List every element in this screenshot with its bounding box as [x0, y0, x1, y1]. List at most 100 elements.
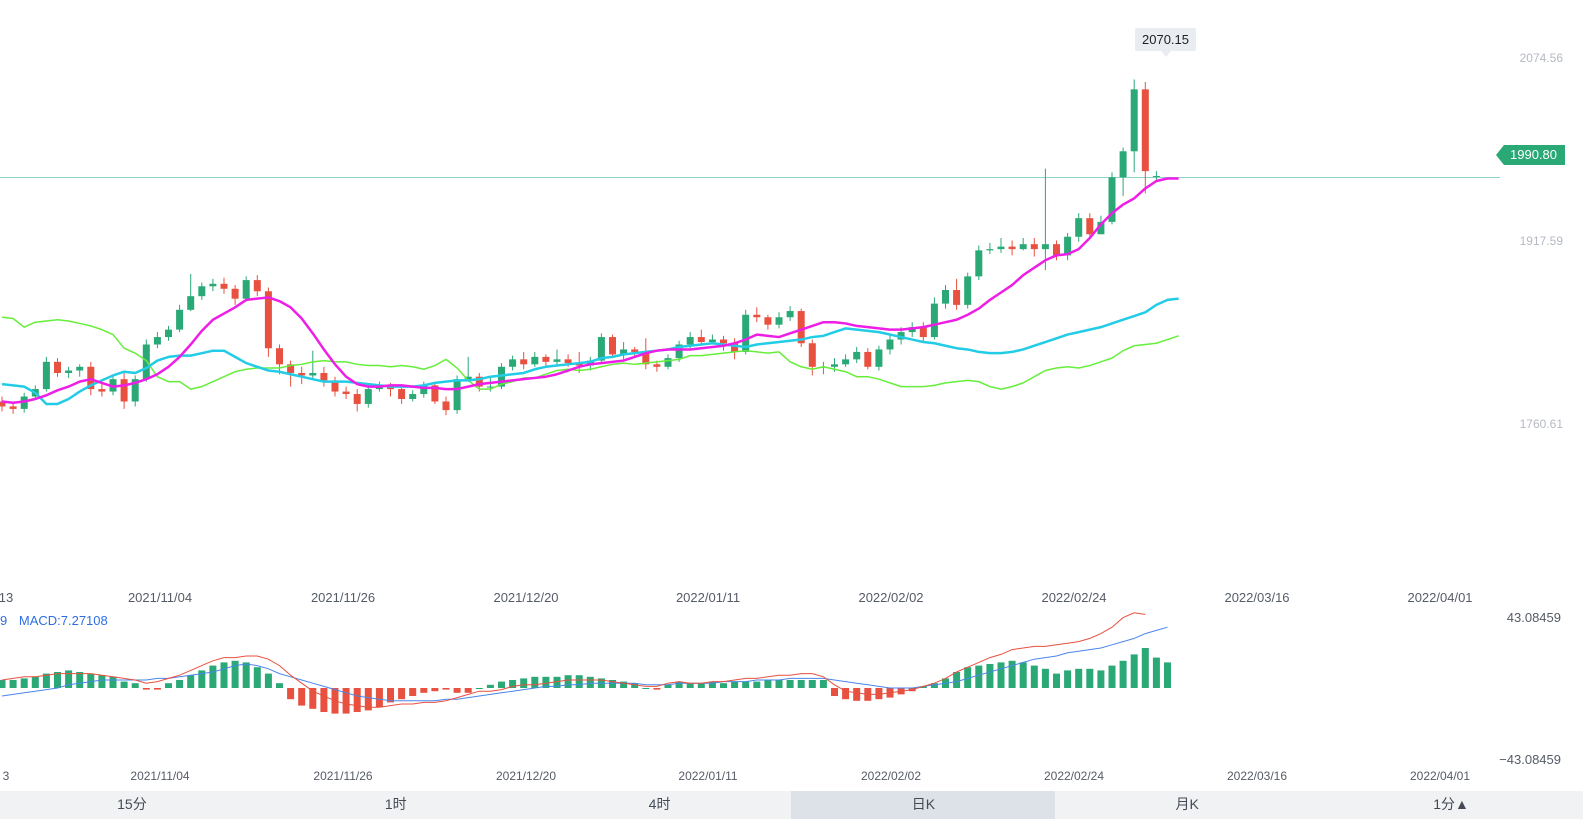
macd-bar — [808, 680, 816, 688]
macd-bar — [464, 688, 472, 693]
candle-body — [298, 372, 306, 376]
macd-bar — [975, 665, 983, 688]
candle-body — [1097, 221, 1105, 235]
candle-body — [831, 364, 838, 367]
candle-body — [642, 351, 650, 365]
macd-x-axis-label: 2021/12/20 — [495, 769, 557, 783]
macd-bar — [553, 676, 561, 688]
candle-body — [597, 337, 605, 361]
macd-bar — [564, 675, 572, 688]
candle-body — [42, 361, 50, 390]
candle-body — [609, 337, 616, 355]
candle-body — [120, 379, 128, 402]
macd-bar — [720, 683, 727, 688]
candle-body — [153, 337, 161, 345]
candle-body — [353, 394, 361, 404]
candle-body — [486, 386, 494, 388]
tab-monthly[interactable]: 月K — [1175, 796, 1199, 812]
candle-body — [1152, 176, 1160, 178]
macd-bar — [1030, 665, 1038, 688]
macd-bar — [919, 686, 927, 688]
candle-body — [919, 327, 927, 338]
macd-bar — [631, 683, 639, 688]
macd-bar — [298, 688, 306, 706]
macd-bar — [1053, 673, 1060, 688]
candle-body — [1041, 244, 1049, 250]
candle-body — [564, 359, 572, 364]
candle-body — [742, 314, 750, 352]
candle-body — [65, 370, 73, 373]
macd-bar — [209, 665, 217, 688]
macd-bar — [964, 667, 972, 688]
macd-bar — [31, 676, 39, 688]
candle-body — [131, 379, 139, 402]
macd-bar — [1064, 670, 1072, 688]
macd-bar — [520, 678, 528, 688]
chart-area[interactable]: 2074.56 1917.59 1760.61 2070.15 1990.80 … — [0, 0, 1583, 790]
ma-green-line — [1, 316, 1179, 390]
x-axis-label: 2021/11/26 — [310, 590, 376, 605]
macd-bar — [153, 688, 161, 690]
candle-body — [886, 339, 894, 350]
candle-body — [697, 337, 705, 343]
candle-body — [653, 364, 661, 367]
candle-body — [475, 376, 483, 387]
macd-scale-bottom: −43.08459 — [1499, 752, 1561, 767]
macd-bar — [1041, 668, 1049, 688]
macd-bar — [364, 688, 372, 711]
candle-body — [76, 366, 84, 371]
candle-body — [1130, 89, 1138, 152]
macd-bar — [609, 680, 616, 688]
candle-body — [431, 385, 439, 402]
x-axis-label: 2021/12/20 — [493, 590, 559, 605]
macd-x-axis-label: 3 — [2, 769, 10, 783]
macd-bar — [675, 681, 683, 688]
price-axis-label-mid: 1917.59 — [1519, 234, 1563, 248]
candle-body — [442, 401, 450, 411]
candle-body — [1030, 244, 1038, 250]
x-axis-label: 2022/04/01 — [1407, 590, 1473, 605]
macd-bar — [187, 675, 195, 688]
tab-1hour[interactable]: 1时 — [384, 796, 407, 812]
macd-x-axis-label: 2022/03/16 — [1226, 769, 1288, 783]
candle-body — [1064, 236, 1072, 256]
x-axis-label: 2022/02/02 — [858, 590, 924, 605]
tab-daily[interactable]: 日K — [791, 791, 1056, 819]
candle-body — [708, 339, 716, 343]
candle-body — [964, 276, 972, 305]
macd-bar — [431, 688, 439, 692]
macd-bar — [287, 688, 295, 700]
candle-body — [398, 389, 406, 399]
timeframe-bar: 15分 1时 4时 日K 月K 1分▲ — [0, 791, 1583, 819]
candlestick-chart[interactable] — [0, 0, 1583, 790]
macd-x-axis-label: 2021/11/26 — [313, 769, 373, 783]
candle-body — [1019, 244, 1027, 250]
macd-bar — [65, 670, 73, 688]
macd-x-axis-label: 2022/01/11 — [678, 769, 738, 783]
macd-bar — [0, 680, 6, 688]
macd-x-axis-label: 2022/02/02 — [860, 769, 922, 783]
macd-bar — [786, 680, 794, 688]
macd-dif-line — [1, 612, 1146, 708]
macd-bar — [797, 680, 805, 688]
macd-x-axis-label: 2022/04/01 — [1409, 769, 1471, 783]
tab-15min[interactable]: 15分 — [117, 796, 147, 812]
tab-4hour[interactable]: 4时 — [648, 796, 671, 812]
ma-magenta-line — [1, 177, 1179, 404]
macd-bar — [1019, 662, 1027, 688]
candle-body — [176, 309, 184, 330]
ma-cyan-line — [1, 297, 1179, 406]
macd-bar — [1086, 668, 1094, 688]
macd-bar — [398, 688, 406, 700]
tab-1min-menu[interactable]: 1分▲ — [1433, 796, 1469, 812]
macd-bar — [176, 680, 184, 688]
candle-body — [231, 288, 239, 299]
macd-bar — [109, 676, 117, 688]
macd-bar — [309, 688, 317, 709]
price-tooltip: 2070.15 — [1135, 28, 1196, 57]
macd-legend: 9 MACD:7.27108 — [0, 613, 108, 628]
macd-dea-line — [1, 626, 1168, 702]
macd-bar — [986, 664, 994, 688]
macd-bar — [531, 676, 539, 688]
candle-body — [720, 339, 727, 344]
